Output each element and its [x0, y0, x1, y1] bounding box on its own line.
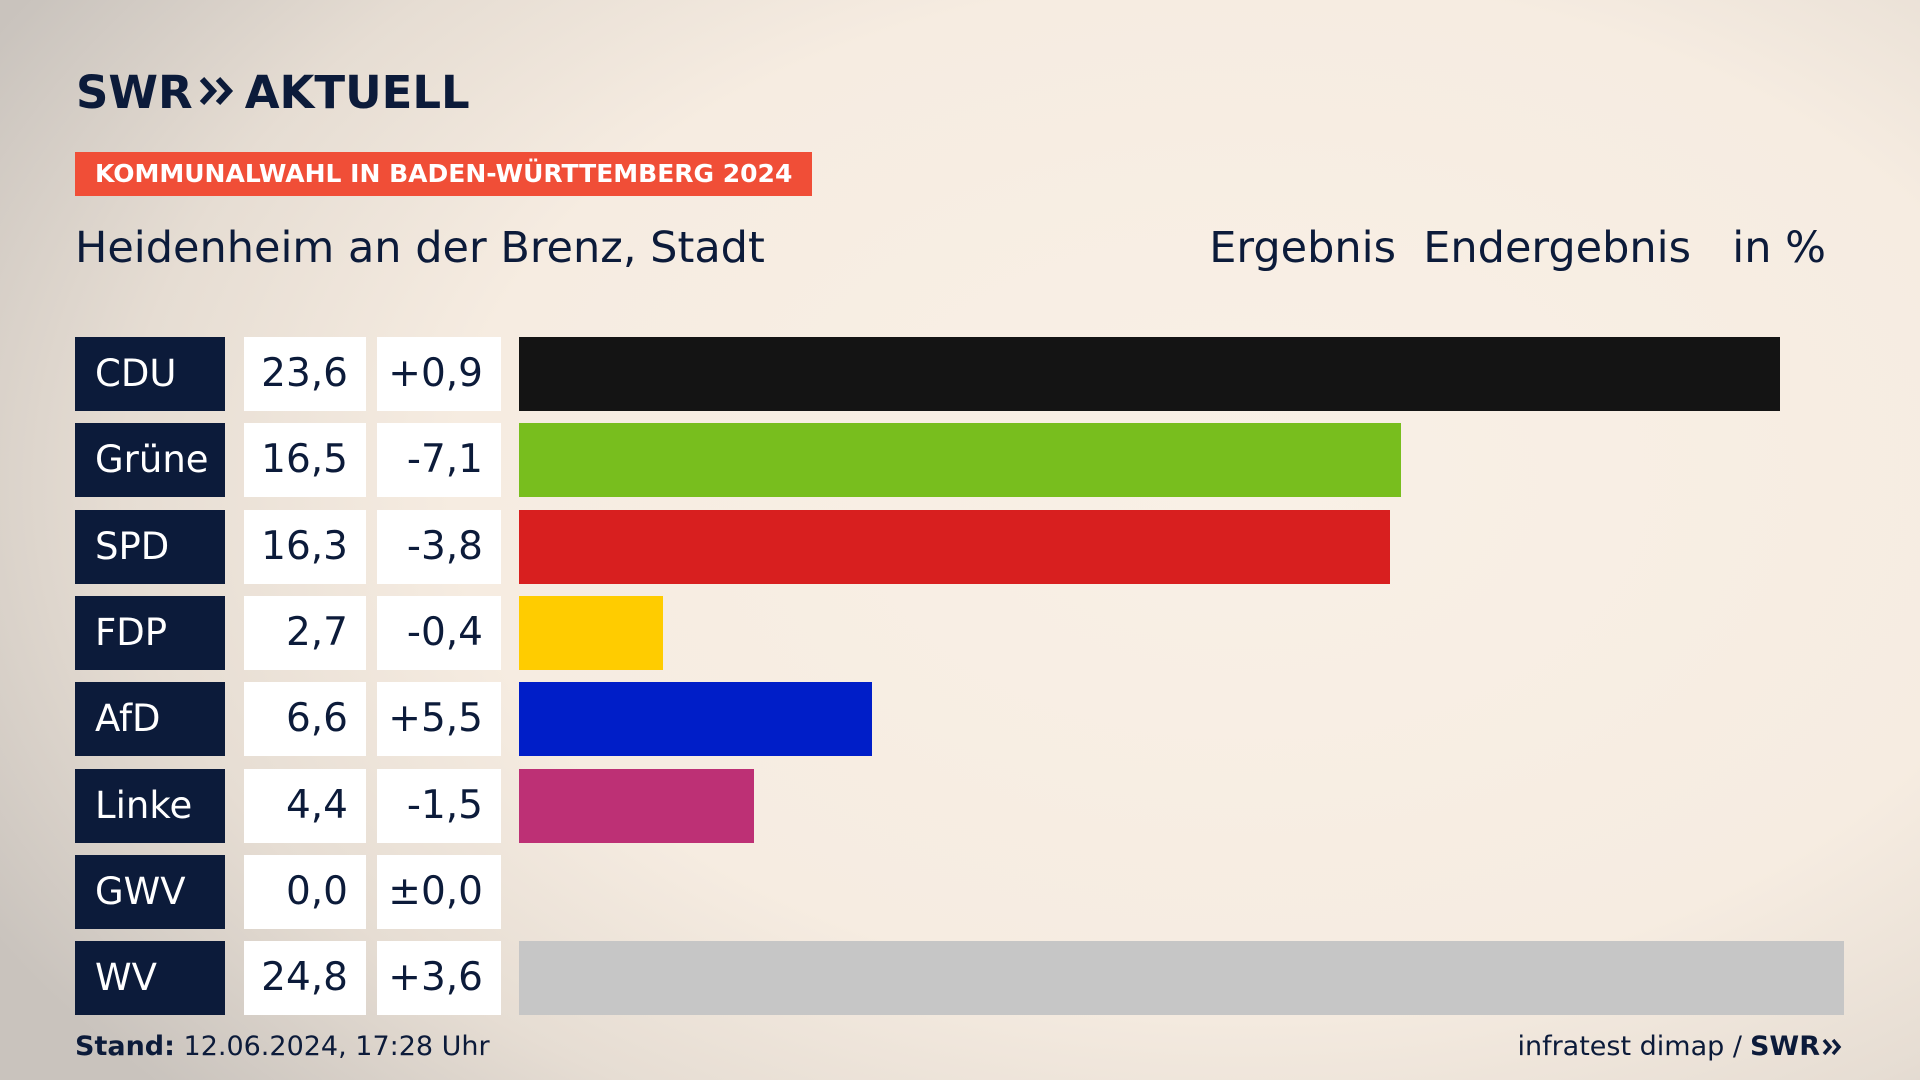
party-label: Grüne	[75, 423, 225, 498]
party-label: Linke	[75, 768, 225, 843]
party-label: WV	[75, 941, 225, 1016]
diff-label: -0,4	[377, 595, 501, 670]
table-row: AfD 6,6 +5,5	[75, 682, 1844, 757]
diff-label: -7,1	[377, 423, 501, 498]
timestamp: Stand: 12.06.2024, 17:28 Uhr	[75, 1030, 490, 1064]
value-label: 4,4	[244, 768, 366, 843]
party-label: SPD	[75, 509, 225, 584]
footer-swr-text: SWR	[1749, 1031, 1820, 1062]
bar-fdp	[519, 595, 663, 670]
source-text: infratest dimap /	[1517, 1031, 1742, 1062]
value-label: 6,6	[244, 682, 366, 757]
stand-label: Stand:	[75, 1031, 175, 1062]
bar-linke	[519, 768, 754, 843]
party-label: GWV	[75, 854, 225, 929]
value-label: 0,0	[244, 854, 366, 929]
table-row: Linke 4,4 -1,5	[75, 768, 1844, 843]
table-row: SPD 16,3 -3,8	[75, 509, 1844, 584]
diff-label: +3,6	[377, 941, 501, 1016]
logo-aktuell-text: AKTUELL	[244, 66, 470, 119]
table-row: FDP 2,7 -0,4	[75, 595, 1844, 670]
logo-swr-text: SWR	[76, 66, 193, 119]
party-label: CDU	[75, 337, 225, 411]
value-label: 2,7	[244, 595, 366, 670]
header-result: Ergebnis	[1209, 223, 1396, 273]
swr-aktuell-logo: SWR AKTUELL	[76, 68, 470, 118]
bar-cdu	[519, 337, 1780, 411]
diff-label: +5,5	[377, 682, 501, 757]
footer-chevron-icon	[1822, 1038, 1842, 1056]
party-label: AfD	[75, 682, 225, 757]
party-label: FDP	[75, 595, 225, 670]
diff-label: ±0,0	[377, 854, 501, 929]
page-title: Heidenheim an der Brenz, Stadt	[75, 223, 765, 273]
table-row: WV 24,8 +3,6	[75, 941, 1844, 1016]
double-chevron-icon	[199, 76, 235, 110]
table-row: Grüne 16,5 -7,1	[75, 423, 1844, 498]
header-unit: in %	[1732, 223, 1826, 273]
table-row: GWV 0,0 ±0,0	[75, 854, 1844, 929]
diff-label: +0,9	[377, 337, 501, 411]
source-credit: infratest dimap / SWR	[1517, 1030, 1844, 1064]
diff-label: -3,8	[377, 509, 501, 584]
value-label: 24,8	[244, 941, 366, 1016]
election-badge: KOMMUNALWAHL IN BADEN-WÜRTTEMBERG 2024	[75, 152, 813, 196]
value-label: 16,3	[244, 509, 366, 584]
stand-value: 12.06.2024, 17:28 Uhr	[183, 1031, 490, 1062]
bar-gr-ne	[519, 423, 1401, 498]
bar-afd	[519, 682, 872, 757]
bar-wv	[519, 941, 1844, 1016]
value-label: 16,5	[244, 423, 366, 498]
bar-spd	[519, 509, 1390, 584]
value-label: 23,6	[244, 337, 366, 411]
header-final: Endergebnis	[1423, 223, 1691, 273]
diff-label: -1,5	[377, 768, 501, 843]
table-row: CDU 23,6 +0,9	[75, 337, 1844, 411]
